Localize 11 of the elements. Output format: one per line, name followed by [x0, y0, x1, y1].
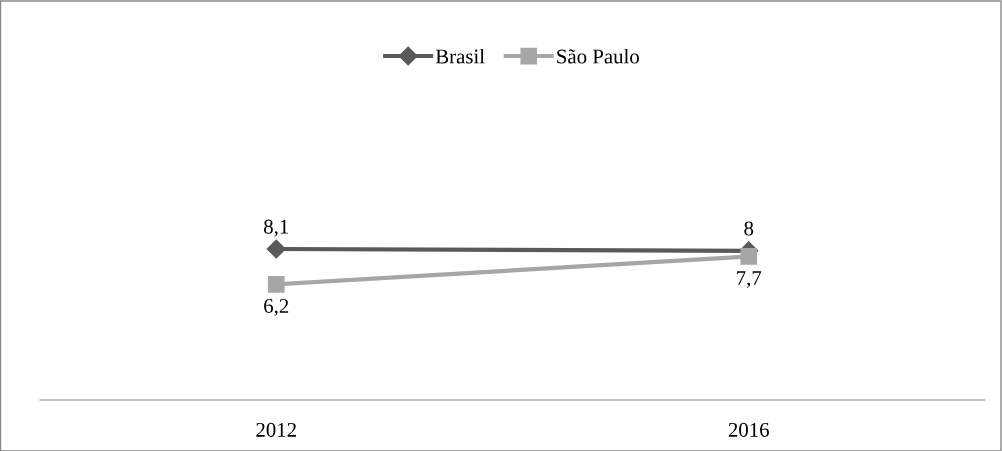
- data-label: 8,1: [264, 219, 289, 237]
- point: [740, 248, 758, 265]
- legend-label: Brasil: [435, 48, 485, 64]
- point: [267, 276, 285, 293]
- x-tick-label: 2016: [728, 422, 769, 437]
- data-label: 7,7: [737, 271, 762, 288]
- legend-label: São Paulo: [557, 48, 639, 64]
- data-label: 6,2: [264, 298, 289, 316]
- point: [266, 239, 286, 259]
- data-label: 8: [744, 221, 754, 236]
- x-tick-label: 2012: [256, 422, 296, 437]
